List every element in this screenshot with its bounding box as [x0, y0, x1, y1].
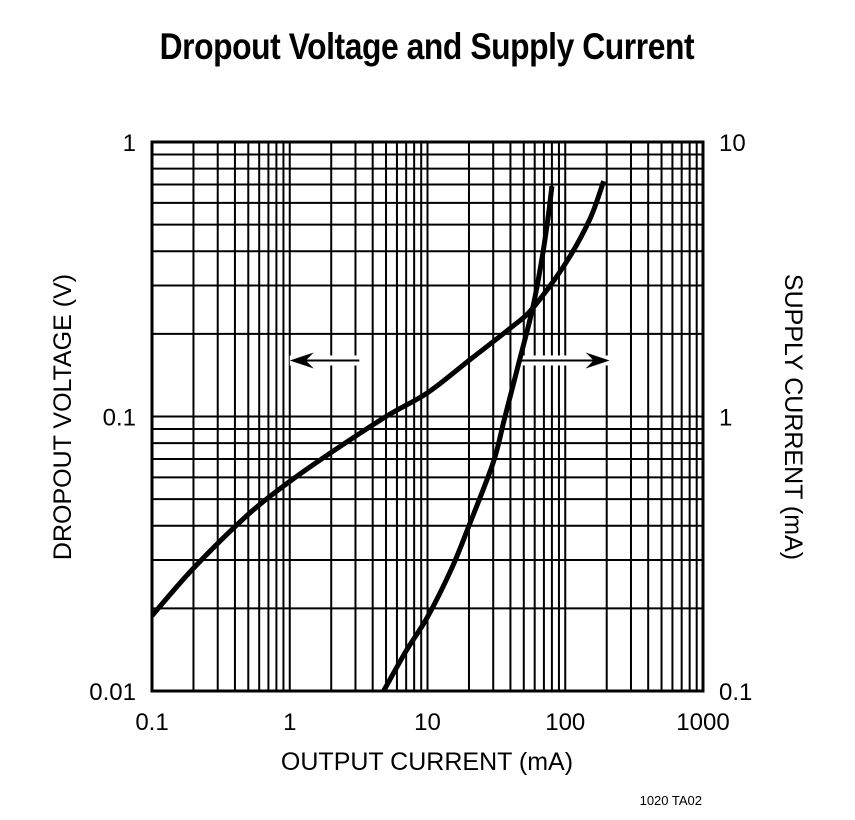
chart-title: Dropout Voltage and Supply Current: [159, 26, 695, 67]
y2-tick-label: 10: [719, 130, 746, 157]
arrow-left-icon: [289, 352, 314, 369]
x-axis-label: OUTPUT CURRENT (mA): [281, 748, 573, 776]
x-tick-labels: 0.1 1 10 100 1000: [135, 709, 729, 736]
y-axis-label: DROPOUT VOLTAGE (V): [49, 274, 77, 560]
x-tick-label: 1000: [676, 709, 729, 736]
y-tick-labels: 0.01 0.1 1: [89, 130, 136, 706]
x-tick-label: 0.1: [135, 709, 168, 736]
x-tick-label: 100: [545, 709, 585, 736]
y-tick-label: 0.1: [103, 405, 136, 432]
y2-tick-label: 0.1: [719, 679, 752, 706]
axis-arrows: [289, 352, 610, 369]
plot-frame: [150, 140, 705, 693]
y2-axis-label: SUPPLY CURRENT (mA): [779, 274, 807, 560]
y-tick-label: 1: [123, 130, 136, 157]
dropout-voltage-curve: [150, 180, 607, 618]
arrow-right-icon: [585, 352, 610, 369]
grid: [152, 142, 703, 691]
x-tick-label: 10: [414, 709, 441, 736]
x-tick-label: 1: [283, 709, 296, 736]
y-tick-label: 0.01: [89, 679, 136, 706]
y2-tick-labels: 0.1 1 10: [719, 130, 752, 706]
supply-current-curve: [381, 185, 555, 693]
y2-tick-label: 1: [719, 405, 732, 432]
figure-code: 1020 TA02: [640, 793, 702, 808]
curves: [150, 180, 607, 693]
